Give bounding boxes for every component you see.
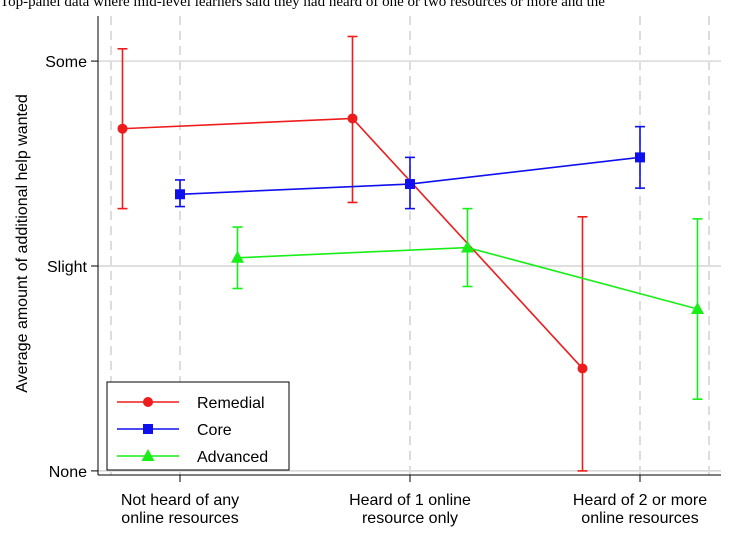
y-tick-label: None — [49, 464, 87, 481]
x-tick-label-line: Heard of 2 or more — [573, 492, 707, 509]
legend-item-remedial: Remedial — [117, 395, 265, 412]
page-caption-fragment: Top-panel data where mid-level learners … — [0, 0, 605, 10]
x-tick-label-line: Not heard of any — [121, 492, 239, 509]
legend-item-core: Core — [117, 422, 232, 439]
legend-label-remedial: Remedial — [197, 395, 265, 412]
data-point-advanced — [691, 302, 704, 315]
data-point-advanced — [231, 250, 244, 263]
legend-label-core: Core — [197, 422, 232, 439]
x-tick-label-line: Heard of 1 online — [349, 492, 471, 509]
data-point-core — [635, 152, 645, 163]
legend-item-advanced: Advanced — [117, 449, 268, 466]
legend-marker-core — [143, 424, 153, 434]
legend: Remedial Core Advanced — [106, 381, 290, 471]
legend-marker-remedial — [143, 397, 153, 407]
series-core — [175, 125, 645, 210]
y-tick-label: Slight — [47, 259, 88, 276]
y-tick-label: Some — [45, 54, 87, 71]
x-tick-label: Heard of 1 online resource only — [349, 492, 471, 527]
x-tick-label-line: online resources — [121, 510, 238, 527]
y-ticks: None Slight Some — [45, 54, 98, 481]
series-remedial — [117, 35, 588, 472]
data-point-remedial — [117, 123, 128, 134]
data-point-remedial — [347, 113, 358, 124]
data-point-advanced — [461, 240, 474, 253]
series-advanced — [231, 207, 704, 400]
x-tick-label-line: resource only — [362, 510, 458, 527]
x-tick-label: Heard of 2 or more online resources — [573, 492, 707, 527]
x-tick-label-line: online resources — [581, 510, 698, 527]
legend-label-advanced: Advanced — [197, 449, 268, 466]
series-layer — [117, 35, 704, 472]
data-point-remedial — [577, 363, 588, 374]
y-axis-title: Average amount of additional help wanted — [14, 94, 31, 393]
data-point-core — [405, 179, 415, 190]
x-tick-label: Not heard of any online resources — [121, 492, 239, 527]
data-point-core — [175, 189, 185, 200]
legend-marker-advanced — [141, 449, 155, 461]
